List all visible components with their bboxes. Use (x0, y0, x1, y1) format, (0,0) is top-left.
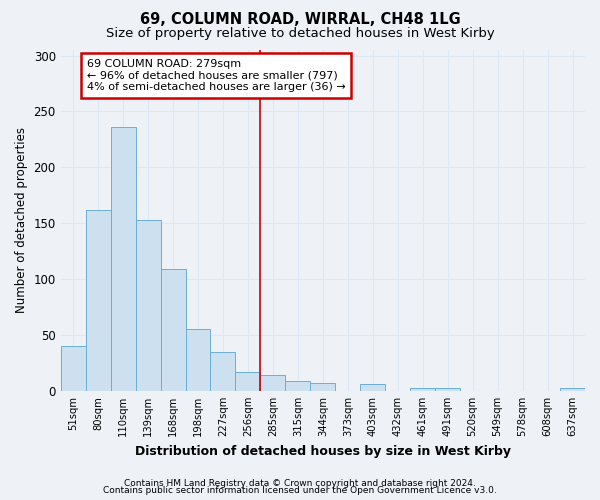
Bar (110, 127, 136, 391)
Bar (185, 330, 211, 391)
Bar (61, 346, 86, 391)
Text: 69, COLUMN ROAD, WIRRAL, CH48 1LG: 69, COLUMN ROAD, WIRRAL, CH48 1LG (140, 12, 460, 28)
Bar (410, 388, 435, 391)
Text: Size of property relative to detached houses in West Kirby: Size of property relative to detached ho… (106, 28, 494, 40)
X-axis label: Distribution of detached houses by size in West Kirby: Distribution of detached houses by size … (135, 444, 511, 458)
Text: Contains HM Land Registry data © Crown copyright and database right 2024.: Contains HM Land Registry data © Crown c… (124, 478, 476, 488)
Bar (136, 220, 161, 391)
Bar (360, 384, 385, 391)
Text: Contains public sector information licensed under the Open Government Licence v3: Contains public sector information licen… (103, 486, 497, 495)
Text: 69 COLUMN ROAD: 279sqm
← 96% of detached houses are smaller (797)
4% of semi-det: 69 COLUMN ROAD: 279sqm ← 96% of detached… (87, 59, 346, 92)
Bar (286, 381, 310, 391)
Bar (86, 210, 110, 391)
Y-axis label: Number of detached properties: Number of detached properties (15, 128, 28, 314)
Bar (211, 352, 235, 391)
Bar (435, 388, 460, 391)
Bar (560, 388, 585, 391)
Bar (235, 372, 260, 391)
Bar (161, 269, 185, 391)
Bar (260, 376, 286, 391)
Bar (310, 383, 335, 391)
